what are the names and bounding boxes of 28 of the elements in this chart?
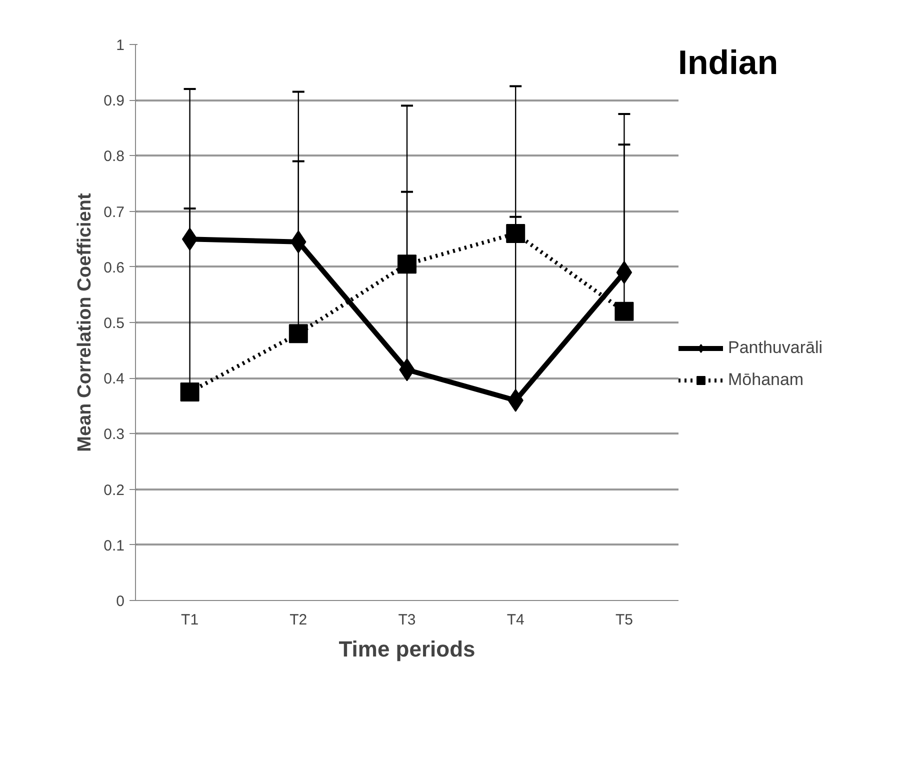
- y-tick-label: 0.6: [104, 259, 125, 276]
- point: [288, 324, 308, 344]
- y-tick-label: 0.1: [104, 537, 125, 554]
- point: [614, 302, 634, 321]
- y-tick-label: 0.9: [104, 92, 125, 110]
- x-tick-label: T5: [615, 612, 633, 628]
- point: [506, 224, 526, 244]
- point: [182, 228, 198, 251]
- x-tick-label: T1: [181, 612, 199, 628]
- y-tick-label: 0.7: [104, 204, 125, 221]
- legend-label: Panthuvarāli: [728, 338, 824, 358]
- y-tick-label: 0.3: [104, 426, 125, 444]
- x-tick-label: T2: [290, 612, 308, 628]
- y-tick-label: 0.2: [104, 482, 125, 499]
- legend-label: Mōhanam: [728, 370, 805, 390]
- y-axis-title: Mean Correlation Coefficient: [74, 192, 96, 452]
- x-axis-title: Time periods: [338, 636, 476, 662]
- y-tick-label: 0: [116, 593, 124, 610]
- point: [180, 382, 200, 402]
- y-tick-label: 0.8: [104, 148, 125, 166]
- chart-title: Indian: [678, 44, 780, 83]
- x-tick-label: T3: [398, 612, 416, 628]
- y-tick-label: 0.5: [104, 315, 125, 332]
- x-tick-label: T4: [506, 612, 524, 628]
- point: [398, 254, 416, 274]
- y-tick-label: 1: [116, 37, 124, 54]
- y-tick-label: 0.4: [104, 370, 125, 388]
- point: [616, 260, 632, 284]
